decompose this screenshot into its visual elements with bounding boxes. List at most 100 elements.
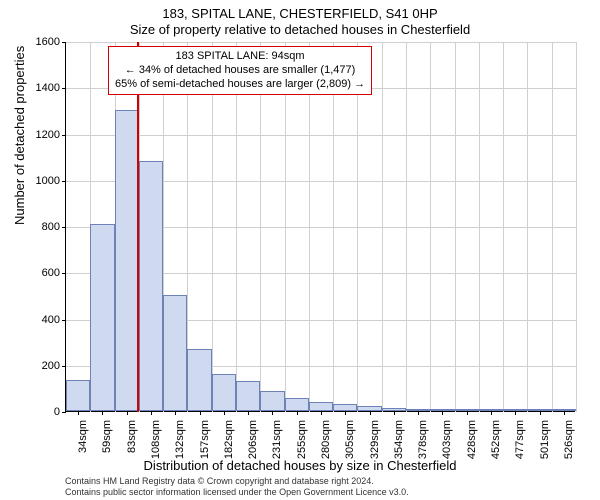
xtick-label: 108sqm	[150, 420, 162, 460]
xtick-label: 403sqm	[441, 420, 453, 460]
ytick-mark	[62, 366, 66, 367]
xtick-mark	[491, 411, 492, 415]
xtick-label: 378sqm	[417, 420, 429, 460]
gridline-v	[212, 42, 213, 412]
ytick-label: 1000	[20, 175, 60, 187]
gridline-v	[406, 42, 407, 412]
gridline-v	[527, 42, 528, 412]
ytick-label: 600	[20, 267, 60, 279]
xtick-mark	[540, 411, 541, 415]
gridline-v	[552, 42, 553, 412]
xtick-mark	[394, 411, 395, 415]
xtick-mark	[127, 411, 128, 415]
xtick-label: 305sqm	[344, 420, 356, 460]
xtick-mark	[272, 411, 273, 415]
xtick-label: 255sqm	[296, 420, 308, 460]
xtick-label: 231sqm	[271, 420, 283, 460]
gridline-h	[66, 135, 576, 136]
histogram-bar	[163, 295, 187, 411]
gridline-v	[309, 42, 310, 412]
attribution-text: Contains HM Land Registry data © Crown c…	[65, 476, 409, 498]
xtick-mark	[442, 411, 443, 415]
ytick-label: 0	[20, 406, 60, 418]
gridline-v	[430, 42, 431, 412]
attribution-line1: Contains HM Land Registry data © Crown c…	[65, 476, 409, 487]
gridline-v	[503, 42, 504, 412]
histogram-bar	[309, 402, 333, 411]
xtick-label: 206sqm	[247, 420, 259, 460]
xtick-mark	[345, 411, 346, 415]
gridline-h	[66, 42, 576, 43]
xtick-label: 182sqm	[223, 420, 235, 460]
xtick-label: 354sqm	[393, 420, 405, 460]
gridline-v	[576, 42, 577, 412]
xtick-mark	[467, 411, 468, 415]
xtick-label: 34sqm	[77, 420, 89, 460]
histogram-bar	[212, 374, 236, 411]
xtick-label: 280sqm	[320, 420, 332, 460]
gridline-v	[260, 42, 261, 412]
xtick-mark	[515, 411, 516, 415]
histogram-bar	[187, 349, 211, 411]
histogram-bar	[66, 380, 90, 411]
xtick-mark	[224, 411, 225, 415]
gridline-v	[455, 42, 456, 412]
histogram-bar	[236, 381, 260, 411]
ytick-mark	[62, 42, 66, 43]
histogram-bar	[90, 224, 114, 411]
gridline-v	[382, 42, 383, 412]
xtick-mark	[321, 411, 322, 415]
x-axis-label: Distribution of detached houses by size …	[0, 458, 600, 473]
ytick-mark	[62, 412, 66, 413]
xtick-label: 59sqm	[101, 420, 113, 460]
marker-line	[137, 42, 139, 412]
chart-container: 183, SPITAL LANE, CHESTERFIELD, S41 0HP …	[0, 0, 600, 500]
xtick-mark	[175, 411, 176, 415]
annotation-line1: 183 SPITAL LANE: 94sqm	[115, 50, 365, 64]
xtick-label: 452sqm	[490, 420, 502, 460]
xtick-mark	[78, 411, 79, 415]
ytick-mark	[62, 135, 66, 136]
xtick-mark	[102, 411, 103, 415]
histogram-bar	[115, 110, 139, 411]
xtick-mark	[151, 411, 152, 415]
plot-area	[65, 42, 575, 412]
xtick-mark	[418, 411, 419, 415]
ytick-label: 1400	[20, 82, 60, 94]
xtick-mark	[200, 411, 201, 415]
xtick-label: 526sqm	[563, 420, 575, 460]
xtick-mark	[297, 411, 298, 415]
ytick-mark	[62, 88, 66, 89]
attribution-line2: Contains public sector information licen…	[65, 487, 409, 498]
xtick-label: 329sqm	[369, 420, 381, 460]
gridline-v	[333, 42, 334, 412]
ytick-mark	[62, 181, 66, 182]
annotation-line3: 65% of semi-detached houses are larger (…	[115, 78, 365, 92]
ytick-label: 800	[20, 221, 60, 233]
xtick-mark	[564, 411, 565, 415]
ytick-mark	[62, 320, 66, 321]
gridline-v	[285, 42, 286, 412]
chart-title-subtitle: Size of property relative to detached ho…	[0, 22, 600, 37]
xtick-label: 428sqm	[466, 420, 478, 460]
histogram-bar	[139, 161, 163, 411]
xtick-label: 501sqm	[539, 420, 551, 460]
xtick-label: 157sqm	[199, 420, 211, 460]
chart-title-address: 183, SPITAL LANE, CHESTERFIELD, S41 0HP	[0, 6, 600, 21]
gridline-v	[357, 42, 358, 412]
ytick-mark	[62, 227, 66, 228]
annotation-line2: ← 34% of detached houses are smaller (1,…	[115, 64, 365, 78]
ytick-label: 1600	[20, 36, 60, 48]
xtick-mark	[248, 411, 249, 415]
xtick-label: 83sqm	[126, 420, 138, 460]
gridline-v	[479, 42, 480, 412]
histogram-bar	[285, 398, 309, 411]
ytick-label: 1200	[20, 129, 60, 141]
histogram-bar	[260, 391, 284, 411]
ytick-label: 200	[20, 360, 60, 372]
ytick-label: 400	[20, 314, 60, 326]
ytick-mark	[62, 273, 66, 274]
xtick-label: 477sqm	[514, 420, 526, 460]
annotation-box: 183 SPITAL LANE: 94sqm ← 34% of detached…	[108, 46, 372, 95]
xtick-label: 132sqm	[174, 420, 186, 460]
